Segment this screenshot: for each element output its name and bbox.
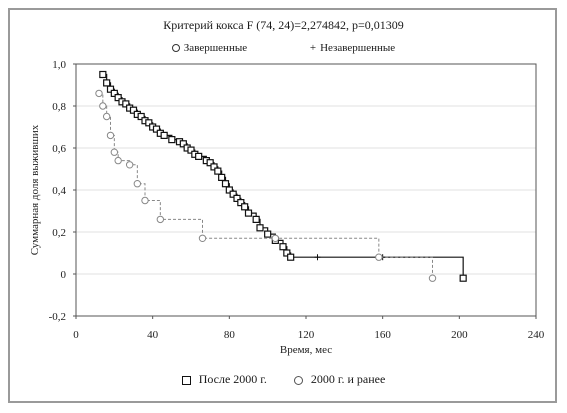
series-2-point <box>198 234 207 243</box>
series-2-point <box>110 148 119 156</box>
y-axis-label: Суммарная доля выживших <box>29 124 41 255</box>
series-layer <box>95 70 467 282</box>
plot-grid <box>76 105 536 275</box>
y-tick-label: 0,4 <box>52 185 66 197</box>
series-1-point <box>225 186 233 194</box>
y-tick-label: 0 <box>61 269 67 281</box>
series-1-point <box>145 119 153 127</box>
series-2-point <box>271 234 280 243</box>
legend-series-1-label: После 2000 г. <box>198 372 267 386</box>
series-1-point <box>237 199 245 207</box>
y-tick-label: -0,2 <box>49 311 66 323</box>
series-2-point <box>141 196 149 205</box>
legend-censored: + Незавершенные <box>310 42 395 54</box>
series-1-point <box>106 85 115 93</box>
y-tick-label: 0,2 <box>52 227 66 239</box>
legend-series-2-label: 2000 г. и ранее <box>310 372 386 386</box>
series-1-point <box>99 70 107 79</box>
x-tick-label: 160 <box>374 329 391 341</box>
series-1-point <box>122 100 130 108</box>
series-1-point <box>241 203 249 211</box>
series-2-point <box>133 180 142 188</box>
series-2 <box>95 89 437 282</box>
circle-marker-icon <box>171 44 180 53</box>
x-tick-label: 40 <box>147 329 159 341</box>
series-2-point <box>95 89 103 98</box>
series-1-point <box>218 173 226 181</box>
series-1-point <box>279 243 287 251</box>
series-1-point <box>221 180 230 188</box>
series-1-point <box>103 79 111 87</box>
series-1-point <box>160 131 168 139</box>
y-axis-ticks: -0,2 0 0,2 0,4 0,6 0,8 1,0 <box>49 59 76 323</box>
chart-title: Критерий кокса F (74, 24)=2,274842, p=0,… <box>0 18 567 33</box>
series-2-point <box>125 161 134 169</box>
series-1-point <box>137 112 145 121</box>
series-2-point <box>102 112 111 121</box>
series-1-point <box>244 209 253 217</box>
x-tick-label: 120 <box>298 329 315 341</box>
x-tick-label: 240 <box>528 329 545 341</box>
series-1-point <box>283 249 291 257</box>
y-tick-label: 0,8 <box>52 101 66 113</box>
legend-complete-label: Завершенные <box>183 42 248 54</box>
circle-marker-icon <box>293 375 303 385</box>
series-2-point <box>375 253 383 261</box>
series-1-point <box>129 106 138 114</box>
series-1 <box>99 70 467 282</box>
series-1-point <box>195 152 203 160</box>
legend-censored-label: Незавершенные <box>320 42 396 54</box>
x-tick-label: 80 <box>224 329 236 341</box>
title-text: Критерий кокса F (74, 24)=2,274842, p=0,… <box>163 18 404 32</box>
censor-legend: Завершенные + Незавершенные <box>0 42 567 54</box>
series-1-point <box>187 146 195 154</box>
series-1-point <box>206 159 214 167</box>
series-1-point <box>264 230 272 238</box>
series-2-point <box>428 274 437 282</box>
series-2-point <box>106 131 115 140</box>
series-1-point <box>252 215 260 223</box>
y-tick-label: 1,0 <box>52 59 66 71</box>
x-axis-ticks: 0 40 80 120 160 200 240 <box>73 316 545 341</box>
series-1-point <box>256 224 264 232</box>
x-tick-label: 200 <box>451 329 468 341</box>
legend-complete: Завершенные <box>171 42 250 54</box>
series-legend: После 2000 г. 2000 г. и ранее <box>0 372 567 387</box>
series-1-point <box>152 125 161 133</box>
series-1-point <box>168 136 176 144</box>
x-tick-label: 0 <box>73 329 79 341</box>
series-1-point <box>287 253 295 261</box>
series-1-point <box>110 89 118 98</box>
plus-marker-icon: + <box>309 42 317 54</box>
y-tick-label: 0,6 <box>52 143 66 155</box>
series-1-point <box>210 163 218 171</box>
square-marker-icon <box>181 375 191 385</box>
series-1-point <box>459 274 467 282</box>
series-2-point <box>114 156 122 165</box>
legend-series-2: 2000 г. и ранее <box>293 372 386 386</box>
x-axis-label: Время, мес <box>280 344 332 356</box>
legend-series-1: После 2000 г. <box>181 372 270 386</box>
series-2-point <box>99 102 107 110</box>
series-1-point <box>233 194 241 202</box>
series-1-point <box>214 167 222 175</box>
series-1-point <box>114 93 122 102</box>
series-1-point <box>229 190 237 198</box>
series-1-point <box>179 140 187 148</box>
series-2-point <box>156 215 165 224</box>
